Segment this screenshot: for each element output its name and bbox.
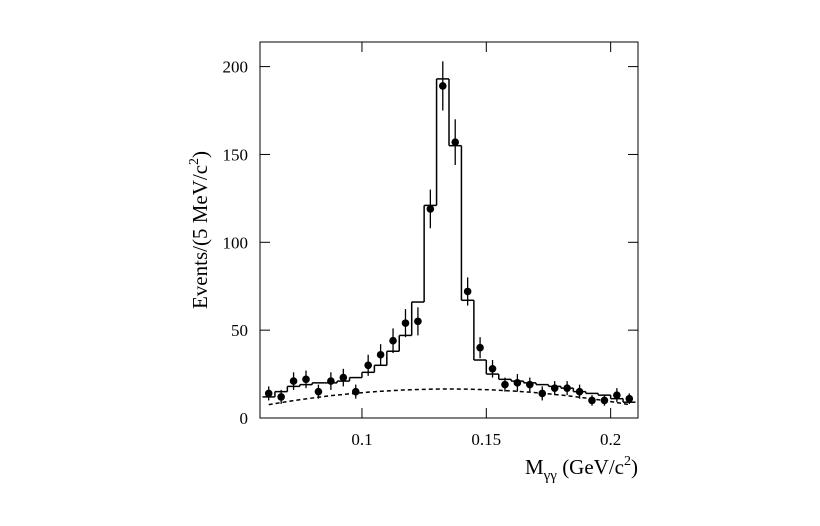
data-point	[264, 389, 273, 398]
x-label-main: M	[525, 455, 544, 479]
data-point	[451, 138, 460, 146]
data-point	[625, 394, 634, 403]
data-point	[550, 384, 559, 392]
data-point	[289, 377, 298, 385]
data-point	[414, 317, 422, 326]
x-axis-label: Mγγ (GeV/c2)	[525, 454, 638, 484]
y-label-sup: 2	[187, 158, 202, 165]
y-axis-label: Events/(5 MeV/c2)	[187, 151, 212, 309]
x-label-end: )	[631, 455, 638, 479]
x-tick-label: 0.15	[471, 430, 501, 449]
data-point	[364, 361, 372, 370]
y-tick-label: 100	[223, 233, 249, 252]
data-point	[426, 205, 435, 213]
data-point	[314, 387, 323, 396]
data-point	[488, 365, 497, 373]
x-label-sup: 2	[624, 454, 631, 469]
x-tick-label: 0.1	[351, 430, 372, 449]
data-point	[613, 391, 621, 399]
data-point	[538, 389, 547, 398]
data-point	[438, 82, 447, 90]
data-point	[389, 336, 397, 345]
data-point	[339, 373, 348, 382]
x-label-unit: (GeV/c	[557, 455, 624, 479]
data-point	[501, 380, 509, 389]
y-tick-label: 0	[240, 409, 249, 428]
data-point	[351, 387, 360, 396]
data-point	[563, 384, 571, 392]
data-point	[277, 393, 285, 401]
data-point	[376, 350, 385, 359]
x-tick-label: 0.2	[600, 430, 621, 449]
y-tick-label: 50	[231, 321, 248, 340]
data-point	[302, 375, 310, 384]
data-point	[401, 319, 410, 327]
background-curve	[268, 388, 630, 406]
plot-frame	[259, 41, 639, 419]
data-point	[588, 396, 596, 405]
y-label-end: )	[188, 151, 212, 158]
data-point	[476, 343, 484, 352]
data-point	[513, 379, 522, 387]
data-point	[463, 287, 472, 296]
y-label-main: Events/(5 MeV/c	[188, 165, 212, 309]
data-point	[526, 380, 534, 389]
y-tick-label: 150	[223, 145, 249, 164]
data-point	[575, 387, 584, 396]
data-point	[327, 377, 335, 385]
x-label-sub: γγ	[543, 468, 558, 484]
y-tick-label: 200	[223, 58, 249, 77]
data-point	[600, 396, 609, 405]
